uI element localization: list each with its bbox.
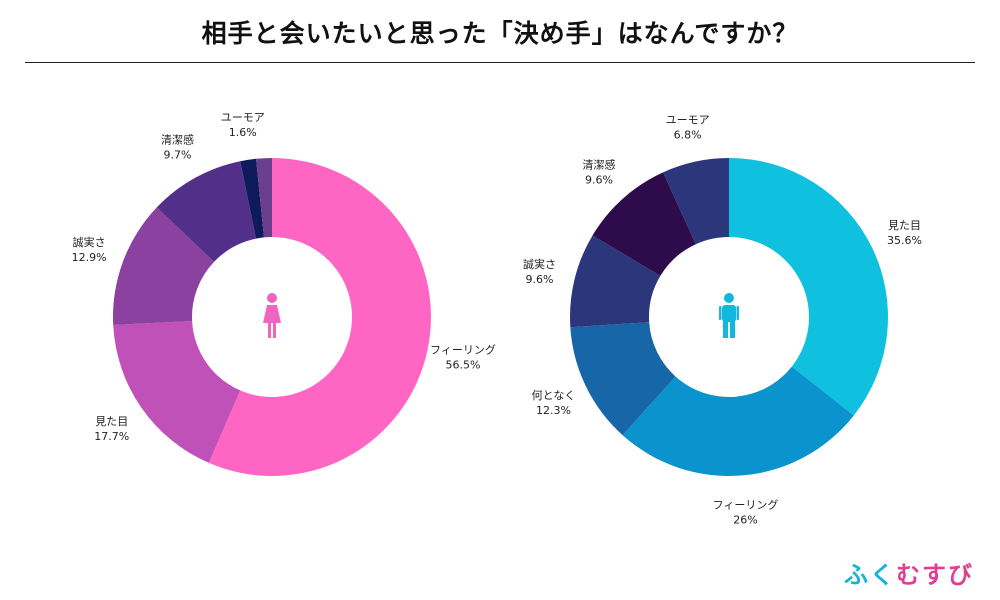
slice-value-label: 12.9% [72,251,107,264]
slice-value-label: 9.6% [585,174,613,187]
donut-slice [240,158,264,239]
donut-slice [622,366,854,476]
donut-slice [256,158,272,238]
male-icon-leg [730,321,735,338]
female-icon-leg [273,323,276,338]
slice-value-label: 6.8% [674,128,702,141]
donut-chart-female: フィーリング 56.5% 見た目 17.7% 誠実さ 12.9% 清潔感 9.7% ユーモア 1.… [72,111,496,476]
female-icon [263,293,281,338]
female-icon-head [267,293,277,303]
slice-label: フィーリング [713,497,779,511]
slice-label: 何となく [532,389,576,402]
slice-value-label: 35.6% [887,234,922,247]
male-icon-arm [719,306,722,320]
donut-chart-male: 見た目 35.6% フィーリング 26% 何となく 12.3% 誠実さ 9.6% 清潔感 9.6%… [523,113,922,526]
page-title: 相手と会いたいと思った「決め手」はなんですか？ [201,19,799,48]
slice-label: 見た目 [95,415,128,428]
slice-value-label: 1.6% [229,126,257,139]
donut-slice [663,158,729,245]
slice-label: ユーモア [666,113,710,126]
slice-label: 誠実さ [73,235,106,249]
slice-label: 誠実さ [523,257,556,271]
brand-logo: ふくむすび [844,561,974,589]
donut-slice [156,161,257,262]
male-icon-torso [722,305,736,322]
slice-label: ユーモア [221,111,265,124]
slice-value-label: 17.7% [94,430,129,443]
male-icon [719,293,739,338]
donut-slice [113,321,241,463]
male-icon-arm [736,306,739,320]
slice-value-label: 26% [733,513,757,526]
donut-slice [570,322,676,436]
slice-value-label: 56.5% [445,359,480,372]
slice-value-label: 9.6% [525,273,553,286]
female-icon-dress [263,305,281,323]
female-icon-leg [268,323,271,338]
donut-slice [112,207,215,325]
donut-slice [592,172,696,276]
slice-value-label: 9.7% [164,148,192,161]
slice-label: 清潔感 [583,158,616,172]
male-icon-leg [723,321,728,338]
donut-slice [570,235,661,328]
title-divider [25,62,975,63]
slice-label: フィーリング [430,343,496,357]
male-icon-head [724,293,734,303]
slice-value-label: 12.3% [536,404,571,417]
donut-slice [208,157,432,476]
slice-label: 見た目 [888,219,921,232]
slice-label: 清潔感 [161,132,194,146]
donut-slice [729,158,888,416]
